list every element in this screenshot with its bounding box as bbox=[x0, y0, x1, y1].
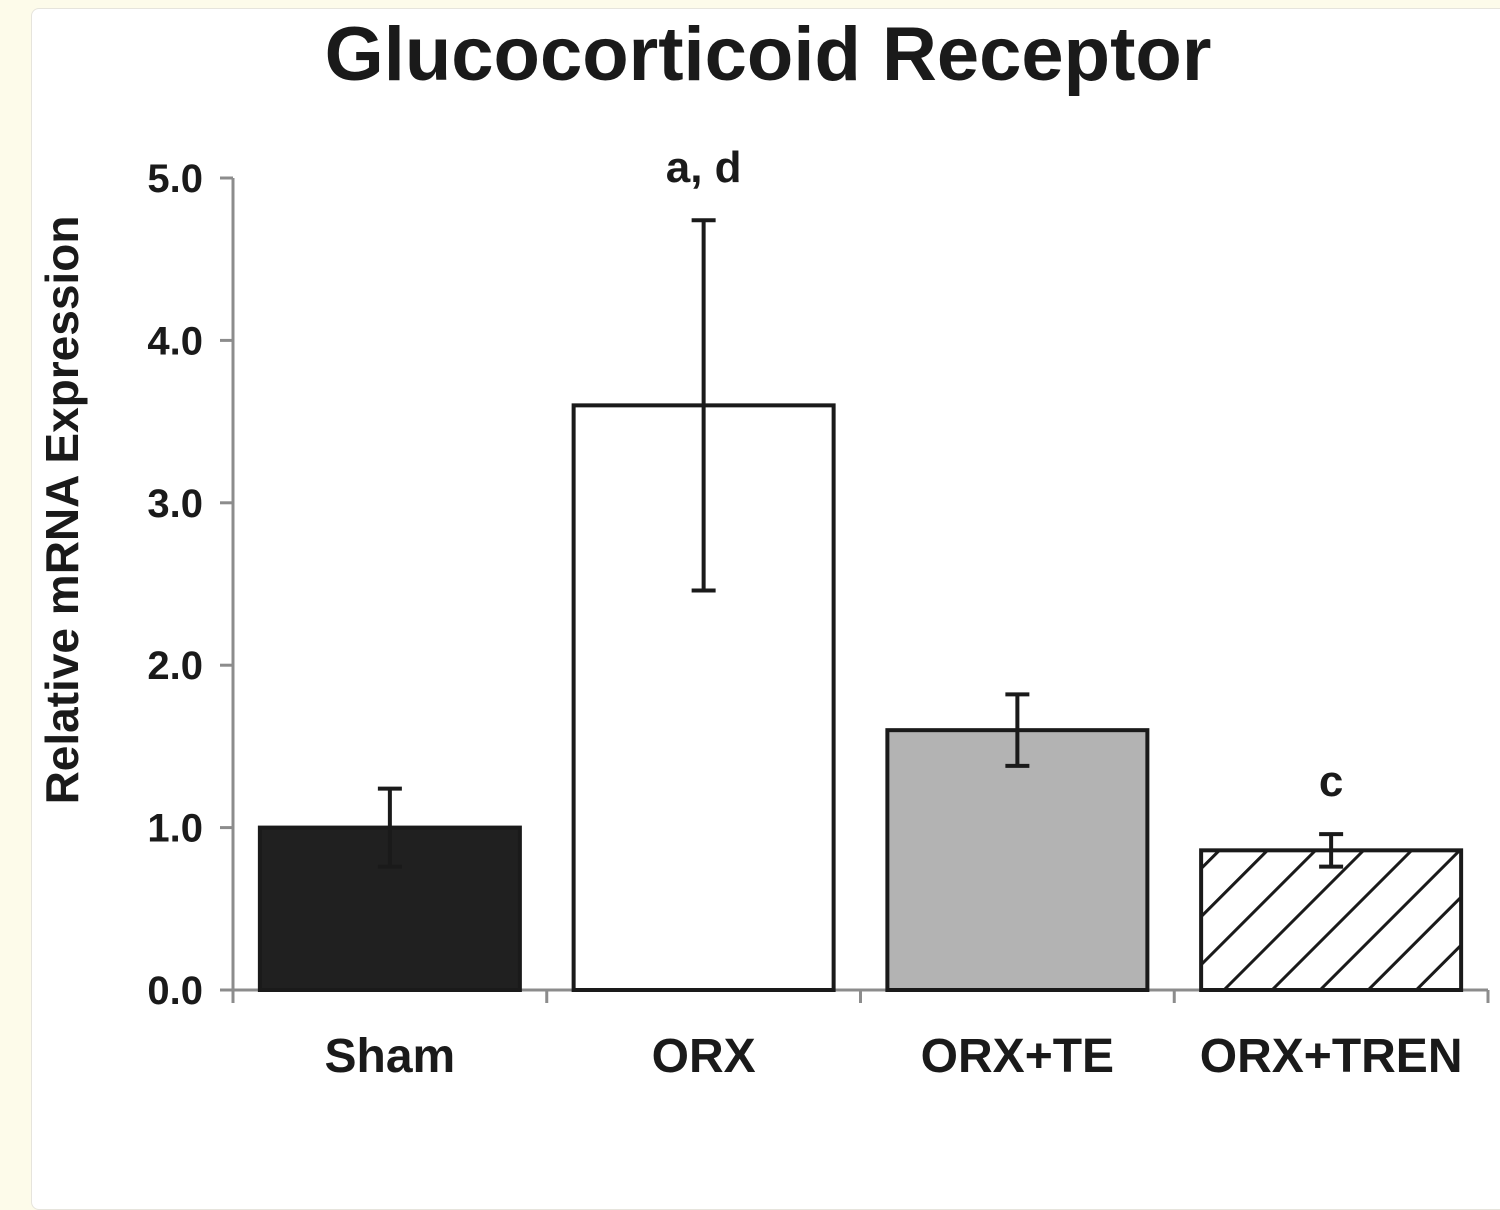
bar-orx-te bbox=[885, 728, 1150, 992]
y-tick-label: 3.0 bbox=[147, 482, 203, 526]
y-axis-label: Relative mRNA Expression bbox=[36, 216, 88, 805]
x-tick-label: ORX bbox=[652, 1030, 756, 1083]
y-tick-label: 0.0 bbox=[147, 969, 203, 1013]
x-tick-label: Sham bbox=[325, 1030, 456, 1083]
y-tick-label: 1.0 bbox=[147, 807, 203, 851]
y-tick-label: 4.0 bbox=[147, 319, 203, 363]
x-tick-label: ORX+TE bbox=[921, 1030, 1114, 1083]
y-tick-label: 5.0 bbox=[147, 157, 203, 201]
x-tick-label: ORX+TREN bbox=[1200, 1030, 1463, 1083]
bar-chart: Glucocorticoid Receptor Relative mRNA Ex… bbox=[36, 12, 1490, 1083]
significance-label: a, d bbox=[666, 143, 742, 192]
bar-orx-tren bbox=[1199, 848, 1464, 992]
chart-title: Glucocorticoid Receptor bbox=[325, 12, 1212, 97]
significance-label: c bbox=[1319, 757, 1343, 806]
y-tick-label: 2.0 bbox=[147, 644, 203, 688]
